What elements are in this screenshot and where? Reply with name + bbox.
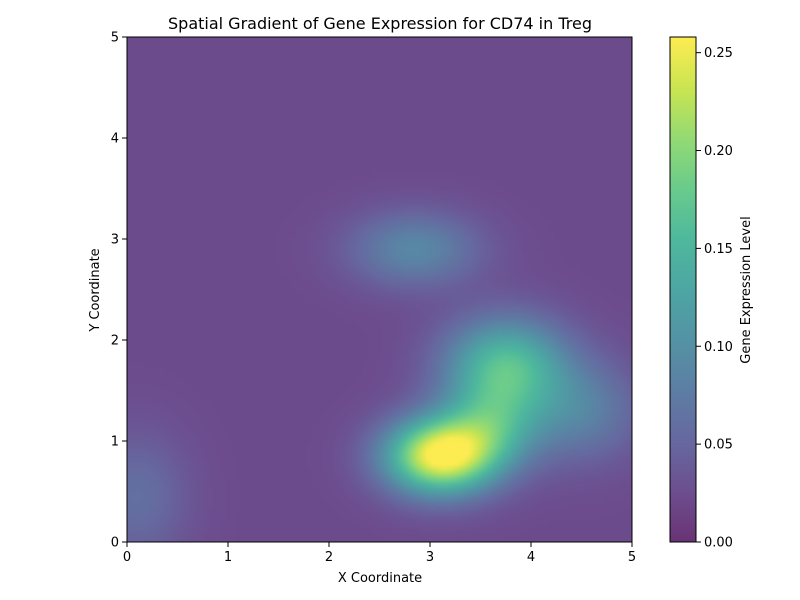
y-tick-label: 5 — [111, 31, 119, 46]
x-tick-label: 3 — [426, 550, 434, 565]
x-axis-label: X Coordinate — [338, 571, 422, 586]
x-axis: 0 1 2 3 4 5 — [123, 542, 636, 565]
colorbar-label: Gene Expression Level — [739, 216, 754, 363]
colorbar-tick-label: 0.10 — [704, 340, 733, 355]
colorbar-gradient — [670, 37, 696, 542]
y-tick-label: 3 — [111, 233, 119, 248]
heatmap-plot-area — [126, 36, 633, 543]
x-tick-label: 5 — [628, 550, 636, 565]
colorbar-tick-label: 0.25 — [704, 46, 733, 61]
colorbar-frame — [669, 36, 697, 543]
plot-frame — [126, 36, 633, 543]
colorbar-tick-label: 0.00 — [704, 536, 733, 551]
colorbar-ticks: 0.00 0.05 0.10 0.15 0.20 0.25 — [696, 46, 733, 551]
x-tick-label: 2 — [325, 550, 333, 565]
x-tick-label: 4 — [527, 550, 535, 565]
y-tick-label: 0 — [111, 536, 119, 551]
heatmap-image — [127, 37, 632, 542]
y-tick-label: 2 — [111, 334, 119, 349]
y-tick-label: 1 — [111, 435, 119, 450]
colorbar-tick-label: 0.05 — [704, 438, 733, 453]
y-tick-label: 4 — [111, 132, 119, 147]
x-tick-label: 0 — [123, 550, 131, 565]
colorbar-tick-label: 0.15 — [704, 242, 733, 257]
colorbar: 0.00 0.05 0.10 0.15 0.20 0.25 Gene Expression… — [669, 36, 754, 551]
chart-title: Spatial Gradient of Gene Expression for … — [168, 14, 592, 33]
y-axis: 0 1 2 3 4 5 — [111, 31, 127, 551]
colorbar-tick-label: 0.20 — [704, 144, 733, 159]
y-axis-label: Y Coordinate — [88, 248, 103, 332]
x-tick-label: 1 — [224, 550, 232, 565]
